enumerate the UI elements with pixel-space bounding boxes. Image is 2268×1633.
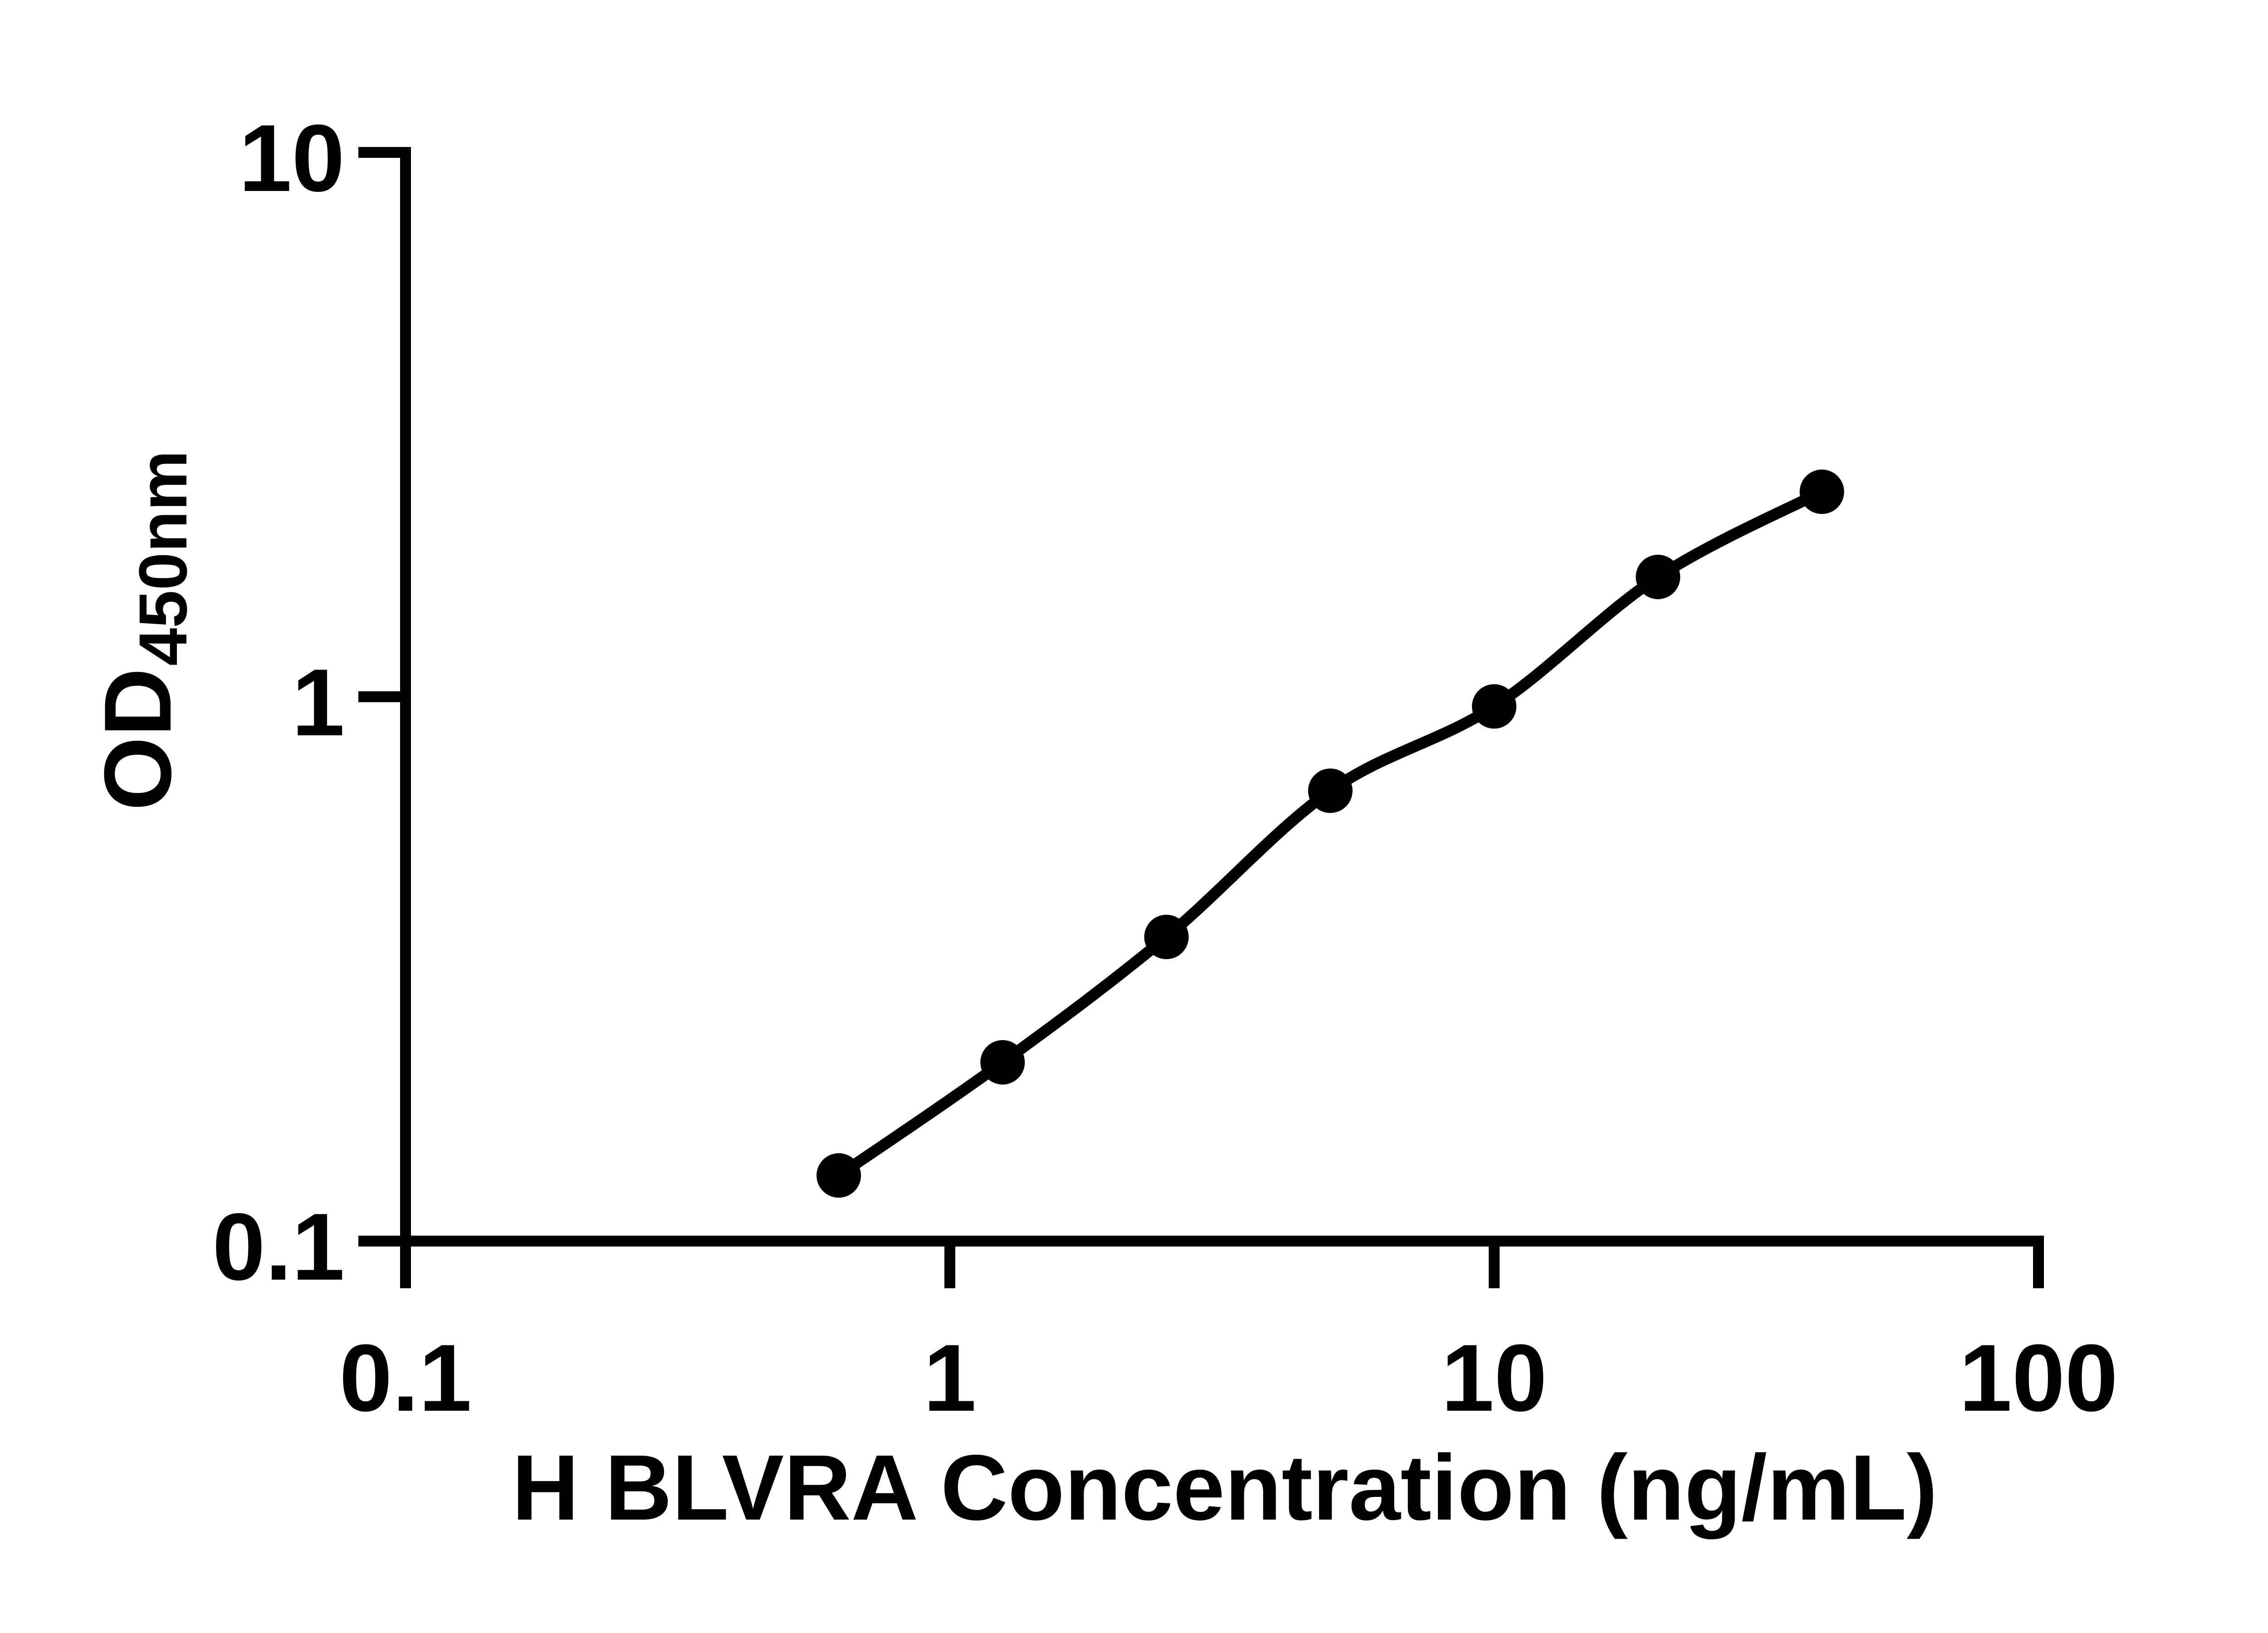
y-axis-title-main: OD: [84, 668, 191, 811]
y-axis-title: OD 450nm: [84, 450, 201, 811]
y-axis-ticks: [358, 147, 406, 1247]
x-tick-label: 10: [1441, 1325, 1547, 1431]
x-axis-ticks: [400, 1241, 2044, 1288]
data-point: [1472, 684, 1516, 729]
data-point: [1799, 469, 1844, 514]
x-axis-title: H BLVRA Concentration (ng/mL): [512, 1436, 1937, 1540]
axis-lines: [400, 147, 2044, 1247]
data-point: [1636, 554, 1681, 599]
x-tick-label: 1: [924, 1325, 977, 1431]
data-point: [980, 1040, 1025, 1085]
x-tick-label: 0.1: [339, 1325, 472, 1431]
data-points: [816, 469, 1844, 1198]
y-axis-title-sub: 450nm: [125, 450, 201, 666]
data-point: [1144, 914, 1189, 959]
y-tick-label: 10: [239, 105, 345, 211]
data-point: [1308, 768, 1353, 813]
y-tick-label: 1: [292, 649, 345, 756]
y-tick-label: 0.1: [212, 1193, 345, 1300]
x-tick-label: 100: [1959, 1325, 2118, 1431]
data-point: [816, 1153, 861, 1198]
x-axis-tick-labels: 0.1 1 10 100: [339, 1325, 2118, 1431]
y-axis-tick-labels: 0.1 1 10: [212, 105, 345, 1300]
